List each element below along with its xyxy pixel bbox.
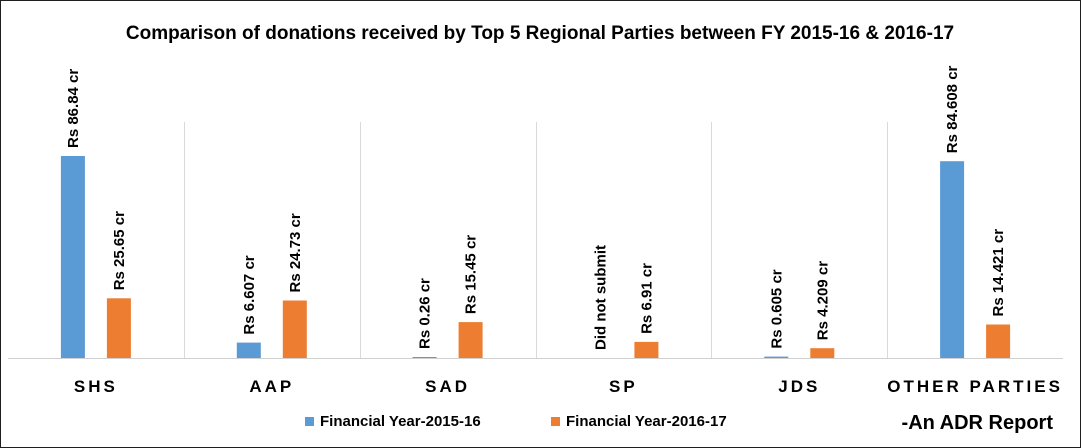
data-label-sad-2016-17: Rs 15.45 cr [463,235,480,314]
data-label-sp-2015-16: Did not submit [592,245,609,350]
data-labels: Rs 86.84 cr Rs 25.65 cr Rs 6.607 cr Rs 24.7… [65,65,1007,350]
bar-jds-2016-17 [810,348,835,358]
data-label-shs-2015-16: Rs 86.84 cr [65,69,82,148]
data-label-jds-2016-17: Rs 4.209 cr [814,261,831,340]
category-label-aap: AAP [249,377,294,396]
chart-title: Comparison of donations received by Top … [126,23,954,44]
bar-aap-2015-16 [236,342,261,358]
bar-series [60,156,1011,358]
bar-shs-2015-16 [60,156,85,358]
data-label-other-parties-2015-16: Rs 84.608 cr [944,65,961,153]
data-label-other-parties-2016-17: Rs 14.421 cr [990,229,1007,317]
data-label-shs-2016-17: Rs 25.65 cr [111,211,128,290]
legend-label-2016-17: Financial Year-2016-17 [566,413,727,430]
legend-label-2015-16: Financial Year-2015-16 [320,413,481,430]
bar-aap-2016-17 [282,300,307,358]
bar-sad-2015-16 [412,357,437,358]
category-label-jds: JDS [778,377,820,396]
data-label-aap-2016-17: Rs 24.73 cr [287,213,304,292]
category-labels: SHS AAP SAD SP JDS OTHER PARTIES [74,377,1063,396]
data-label-sad-2015-16: Rs 0.26 cr [417,278,434,349]
category-label-sad: SAD [425,377,470,396]
bar-shs-2016-17 [106,298,131,358]
bar-other-parties-2016-17 [986,324,1011,358]
legend: Financial Year-2015-16 Financial Year-20… [305,413,727,430]
legend-swatch-2016-17 [551,417,560,426]
data-label-aap-2015-16: Rs 6.607 cr [241,255,258,334]
category-label-other-parties: OTHER PARTIES [887,377,1063,396]
adr-report-credit: -An ADR Report [902,412,1054,434]
category-separators [184,122,888,358]
legend-swatch-2015-16 [305,417,314,426]
bar-sp-2016-17 [634,341,659,358]
data-label-jds-2015-16: Rs 0.605 cr [768,269,785,348]
bar-sad-2016-17 [458,322,483,358]
bar-other-parties-2015-16 [940,161,965,358]
category-label-sp: SP [609,377,638,396]
category-label-shs: SHS [74,377,118,396]
data-label-sp-2016-17: Rs 6.91 cr [638,263,655,334]
bar-jds-2015-16 [764,356,789,358]
